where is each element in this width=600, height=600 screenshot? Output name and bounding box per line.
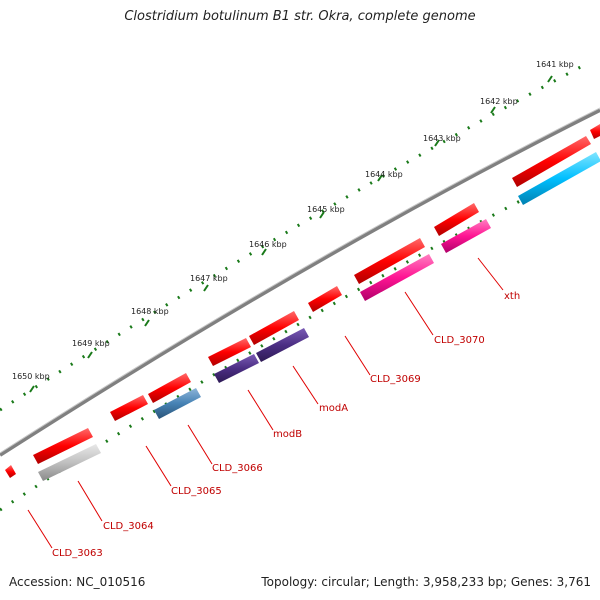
label-leaders bbox=[27, 257, 504, 549]
scale-label: 1647 kbp bbox=[190, 274, 228, 283]
gene-label[interactable]: CLD_3066 bbox=[212, 463, 263, 474]
cds-features bbox=[5, 124, 600, 478]
accession-text: Accession: NC_010516 bbox=[9, 575, 146, 589]
scale-label: 1648 kbp bbox=[131, 307, 169, 316]
gene-xth-pink[interactable] bbox=[441, 219, 491, 253]
gene-cld3064[interactable] bbox=[38, 444, 101, 481]
scale-label: 1649 kbp bbox=[72, 339, 110, 348]
cds-arrow[interactable] bbox=[110, 395, 148, 421]
gene-label[interactable]: CLD_3064 bbox=[103, 521, 154, 532]
gene-label[interactable]: CLD_3070 bbox=[434, 335, 485, 346]
topology-text: Topology: circular; Length: 3,958,233 bp… bbox=[261, 575, 591, 589]
gene-labels: xth CLD_3070 CLD_3069 modA modB CLD_3066… bbox=[52, 291, 520, 559]
cds-arrow[interactable] bbox=[434, 203, 479, 236]
scale-label: 1643 kbp bbox=[423, 134, 461, 143]
cds-arrow[interactable] bbox=[308, 286, 342, 312]
cds-arrow[interactable] bbox=[33, 428, 93, 464]
scale-label: 1646 kbp bbox=[249, 240, 287, 249]
gene-label[interactable]: modB bbox=[273, 429, 302, 440]
gene-label[interactable]: xth bbox=[504, 291, 520, 302]
genome-backbone bbox=[0, 108, 600, 457]
cds-arrow[interactable] bbox=[512, 136, 591, 187]
map-title: Clostridium botulinum B1 str. Okra, comp… bbox=[124, 9, 476, 24]
gene-moda[interactable] bbox=[256, 328, 309, 362]
gene-features bbox=[38, 152, 600, 481]
gene-modb[interactable] bbox=[214, 354, 259, 383]
gene-cld3066[interactable] bbox=[154, 388, 201, 419]
cds-arrow[interactable] bbox=[208, 338, 251, 366]
scale-label: 1645 kbp bbox=[307, 205, 345, 214]
outer-ticks bbox=[29, 75, 553, 393]
gene-label[interactable]: CLD_3069 bbox=[370, 374, 421, 385]
scale-labels: 1641 kbp 1642 kbp 1643 kbp 1644 kbp 1645… bbox=[12, 60, 574, 381]
cds-arrow[interactable] bbox=[249, 311, 299, 345]
gene-cld3070[interactable] bbox=[360, 254, 434, 301]
gene-xth[interactable] bbox=[518, 152, 600, 205]
cds-arrow[interactable] bbox=[354, 238, 425, 284]
gene-label[interactable]: CLD_3065 bbox=[171, 486, 222, 497]
scale-label: 1650 kbp bbox=[12, 372, 50, 381]
cds-arrow[interactable] bbox=[148, 373, 191, 403]
scale-label: 1641 kbp bbox=[536, 60, 574, 69]
scale-arc-inner bbox=[0, 158, 600, 512]
cds-arrow[interactable] bbox=[590, 124, 600, 139]
scale-label: 1642 kbp bbox=[480, 97, 518, 106]
gene-label[interactable]: CLD_3063 bbox=[52, 548, 103, 559]
scale-label: 1644 kbp bbox=[365, 170, 403, 179]
gene-label[interactable]: modA bbox=[319, 403, 348, 414]
cds-arrow[interactable] bbox=[5, 465, 16, 478]
